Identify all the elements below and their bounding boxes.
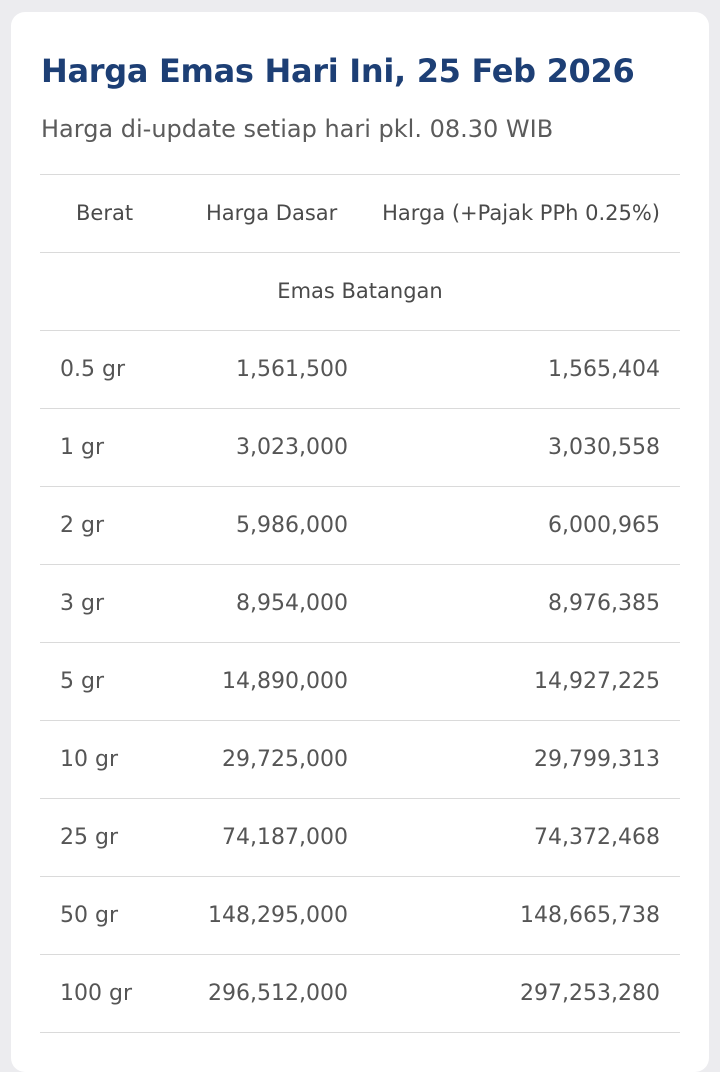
table-row: 3 gr 8,954,000 8,976,385: [40, 565, 680, 643]
weight-cell: 1 gr: [60, 435, 104, 460]
price-with-tax-cell: 29,799,313: [534, 747, 660, 772]
base-price-cell: 296,512,000: [208, 981, 348, 1006]
section-header-row: Emas Batangan: [40, 253, 680, 331]
column-header-weight: Berat: [76, 201, 134, 225]
table-header-row: Berat Harga Dasar Harga (+Pajak PPh 0.25…: [40, 175, 680, 253]
price-with-tax-cell: 3,030,558: [548, 435, 660, 460]
table-row: 100 gr 296,512,000 297,253,280: [40, 955, 680, 1033]
price-with-tax-cell: 148,665,738: [520, 903, 660, 928]
weight-cell: 5 gr: [60, 669, 104, 694]
price-with-tax-cell: 14,927,225: [534, 669, 660, 694]
column-header-base-price: Harga Dasar: [206, 201, 338, 225]
table-row: 25 gr 74,187,000 74,372,468: [40, 799, 680, 877]
price-with-tax-cell: 297,253,280: [520, 981, 660, 1006]
weight-cell: 2 gr: [60, 513, 104, 538]
base-price-cell: 5,986,000: [236, 513, 348, 538]
table-row: 50 gr 148,295,000 148,665,738: [40, 877, 680, 955]
weight-cell: 10 gr: [60, 747, 118, 772]
price-with-tax-cell: 6,000,965: [548, 513, 660, 538]
table-row: 0.5 gr 1,561,500 1,565,404: [40, 331, 680, 409]
table-row: 2 gr 5,986,000 6,000,965: [40, 487, 680, 565]
weight-cell: 3 gr: [60, 591, 104, 616]
price-with-tax-cell: 1,565,404: [548, 357, 660, 382]
table-row: 10 gr 29,725,000 29,799,313: [40, 721, 680, 799]
weight-cell: 100 gr: [60, 981, 132, 1006]
table-row: 5 gr 14,890,000 14,927,225: [40, 643, 680, 721]
price-with-tax-cell: 8,976,385: [548, 591, 660, 616]
page-title: Harga Emas Hari Ini, 25 Feb 2026: [41, 52, 635, 90]
base-price-cell: 8,954,000: [236, 591, 348, 616]
gold-price-table: Berat Harga Dasar Harga (+Pajak PPh 0.25…: [40, 174, 680, 1033]
weight-cell: 50 gr: [60, 903, 118, 928]
column-header-price-with-tax: Harga (+Pajak PPh 0.25%): [382, 201, 660, 225]
base-price-cell: 74,187,000: [222, 825, 348, 850]
table-row: 1 gr 3,023,000 3,030,558: [40, 409, 680, 487]
base-price-cell: 3,023,000: [236, 435, 348, 460]
update-info: Harga di-update setiap hari pkl. 08.30 W…: [41, 115, 554, 143]
weight-cell: 0.5 gr: [60, 357, 125, 382]
base-price-cell: 14,890,000: [222, 669, 348, 694]
gold-price-card: Harga Emas Hari Ini, 25 Feb 2026 Harga d…: [11, 12, 709, 1072]
base-price-cell: 29,725,000: [222, 747, 348, 772]
weight-cell: 25 gr: [60, 825, 118, 850]
base-price-cell: 1,561,500: [236, 357, 348, 382]
section-label: Emas Batangan: [277, 279, 443, 303]
base-price-cell: 148,295,000: [208, 903, 348, 928]
price-with-tax-cell: 74,372,468: [534, 825, 660, 850]
